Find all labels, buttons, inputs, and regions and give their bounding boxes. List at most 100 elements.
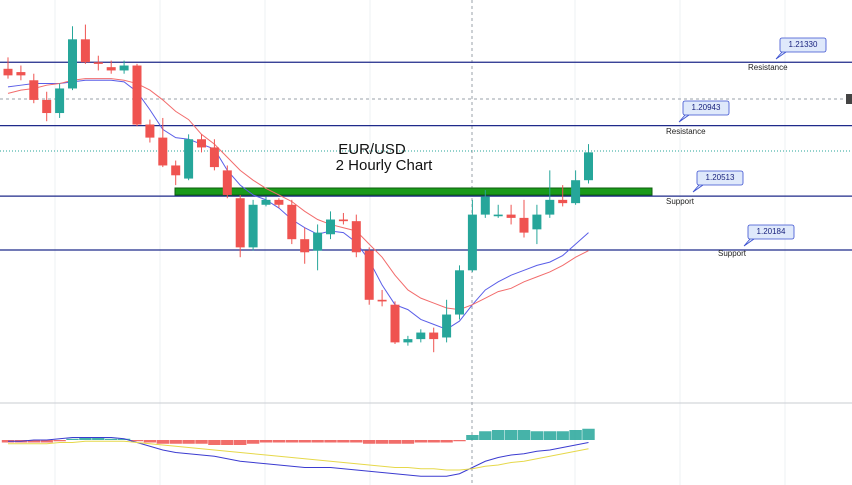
moving-average bbox=[7, 79, 589, 330]
candle-body bbox=[16, 72, 26, 76]
histogram-bar bbox=[298, 440, 311, 443]
histogram-bar bbox=[208, 440, 221, 445]
histogram-bar bbox=[182, 440, 195, 444]
candle-body bbox=[467, 214, 477, 271]
level-label-box bbox=[696, 170, 744, 186]
histogram-bar bbox=[363, 440, 376, 444]
indicator bbox=[1, 428, 595, 477]
histogram-bar bbox=[79, 437, 92, 440]
crosshair-marker bbox=[846, 94, 852, 104]
moving-average bbox=[7, 78, 589, 311]
candle-body bbox=[571, 180, 581, 204]
histogram-bar bbox=[504, 430, 518, 440]
candle-body bbox=[558, 199, 568, 204]
histogram-bar bbox=[130, 440, 144, 442]
histogram-bar bbox=[453, 440, 466, 442]
candle-body bbox=[119, 65, 129, 71]
chart-title: EUR/USD bbox=[338, 141, 406, 158]
histogram-bar bbox=[259, 440, 273, 443]
histogram-bar bbox=[195, 440, 208, 444]
candle-body bbox=[209, 147, 219, 168]
candle-body bbox=[93, 62, 103, 64]
levels: 1.21330 Resistance 1.20943 Resistance 1.2051… bbox=[0, 37, 852, 258]
candle-body bbox=[106, 67, 116, 71]
candle-body bbox=[300, 239, 310, 253]
histogram-bar bbox=[414, 440, 427, 443]
candle-body bbox=[313, 232, 323, 251]
level-note: Support bbox=[718, 249, 747, 258]
candle-body bbox=[132, 65, 142, 125]
candle-body bbox=[493, 214, 503, 217]
candle-body bbox=[222, 170, 232, 195]
histogram-bar bbox=[401, 440, 415, 444]
candle-body bbox=[261, 199, 271, 205]
chart-subtitle: 2 Hourly Chart bbox=[336, 157, 434, 174]
histogram-bar bbox=[427, 440, 440, 443]
level-label-box bbox=[747, 224, 795, 240]
histogram-bar bbox=[221, 440, 234, 445]
histogram-bar bbox=[556, 431, 569, 440]
level-callout bbox=[775, 51, 787, 60]
candle-body bbox=[364, 250, 374, 300]
histogram-bar bbox=[569, 430, 582, 440]
histogram-bar bbox=[440, 440, 453, 443]
candle-body bbox=[158, 137, 168, 166]
histogram-bar bbox=[337, 440, 350, 443]
indicator-line bbox=[8, 437, 589, 477]
candle-body bbox=[338, 219, 348, 222]
histogram-bar bbox=[543, 431, 556, 440]
background-grid bbox=[54, 0, 786, 485]
candle-body bbox=[584, 152, 593, 181]
candle-body bbox=[519, 217, 529, 233]
candle-body bbox=[442, 314, 452, 338]
candles bbox=[3, 24, 593, 353]
level-note: Resistance bbox=[748, 63, 788, 72]
moving-averages bbox=[7, 78, 589, 330]
candle-body bbox=[351, 221, 361, 253]
candle-body bbox=[29, 80, 39, 100]
level-note: Resistance bbox=[666, 127, 706, 136]
level-label-box bbox=[682, 100, 730, 116]
candle-body bbox=[545, 199, 555, 215]
histogram-bar bbox=[530, 431, 544, 440]
level-callout bbox=[678, 114, 690, 123]
candle-body bbox=[532, 214, 542, 230]
histogram-bar bbox=[92, 437, 105, 440]
histogram-bar bbox=[105, 438, 118, 440]
histogram-bar bbox=[375, 440, 389, 444]
histogram-bar bbox=[492, 430, 505, 440]
candle-body bbox=[248, 204, 258, 248]
histogram-bar bbox=[466, 435, 479, 440]
candle-body bbox=[184, 139, 194, 179]
candle-body bbox=[455, 270, 464, 315]
histogram-bar bbox=[246, 440, 260, 444]
candle-body bbox=[80, 39, 90, 63]
candle-body bbox=[55, 88, 65, 114]
candle-body bbox=[326, 219, 335, 235]
candle-body bbox=[274, 199, 284, 205]
candle-body bbox=[287, 204, 297, 240]
candle-body bbox=[506, 214, 516, 218]
candle-body bbox=[416, 332, 426, 340]
histogram-bar bbox=[143, 440, 157, 443]
candle-body bbox=[171, 165, 181, 176]
histogram-bar bbox=[234, 440, 247, 445]
candle-body bbox=[145, 124, 155, 138]
histogram-bar bbox=[582, 428, 595, 440]
level-note: Support bbox=[666, 197, 695, 206]
candle-body bbox=[197, 139, 206, 148]
candle-body bbox=[42, 99, 52, 114]
candle-body bbox=[3, 68, 13, 76]
histogram-bar bbox=[517, 430, 531, 440]
histogram-bar bbox=[311, 440, 324, 443]
histogram-bar bbox=[388, 440, 402, 444]
level-callout bbox=[743, 238, 755, 247]
level-label: 1.20184 bbox=[757, 227, 786, 236]
candle-body bbox=[403, 339, 413, 343]
histogram-bar bbox=[324, 440, 337, 443]
histogram-bar bbox=[350, 440, 363, 443]
histogram-bar bbox=[156, 440, 169, 444]
histogram-bar bbox=[53, 440, 66, 442]
candle-body bbox=[480, 196, 490, 215]
